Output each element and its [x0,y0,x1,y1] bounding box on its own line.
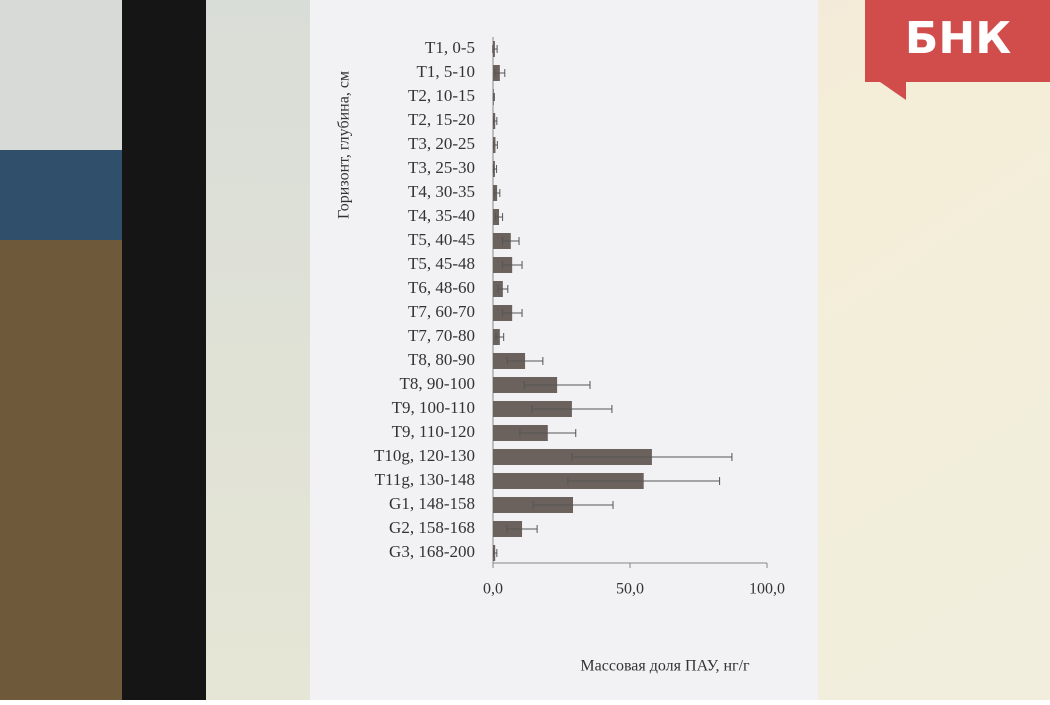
room-window [0,0,125,150]
x-tick-label: 50,0 [616,581,644,598]
y-axis-label: Горизонт, глубина, см [336,71,353,219]
y-tick-label: T8, 90-100 [399,374,475,393]
y-tick-label: T6, 48-60 [408,278,475,297]
bar [493,233,511,249]
monitor-bezel [122,0,206,700]
y-tick-label: T1, 5-10 [416,62,475,81]
room-shelf [0,150,125,240]
y-tick-label: T1, 0-5 [425,38,475,57]
y-tick-label: T9, 110-120 [392,422,475,441]
y-tick-label: T10g, 120-130 [374,446,475,465]
y-tick-label: G3, 168-200 [389,542,475,561]
y-tick-label: T2, 10-15 [408,86,475,105]
logo-badge [865,0,1050,100]
y-tick-label: G2, 158-168 [389,518,475,537]
y-tick-label: T9, 100-110 [392,398,475,417]
y-tick-label: T7, 70-80 [408,326,475,345]
y-tick-label: G1, 148-158 [389,494,475,513]
y-tick-label: T3, 20-25 [408,134,475,153]
y-tick-label: T5, 45-48 [408,254,475,273]
y-tick-label: T2, 15-20 [408,110,475,129]
x-axis-label: Массовая доля ПАУ, нг/г [580,658,750,675]
screen-left [205,0,315,700]
logo-text: БНК [905,13,1011,64]
x-tick-label: 0,0 [483,581,503,598]
y-tick-label: T5, 40-45 [408,230,475,249]
y-tick-label: T7, 60-70 [408,302,475,321]
y-tick-label: T4, 30-35 [408,182,475,201]
y-tick-label: T3, 25-30 [408,158,475,177]
y-tick-label: T8, 80-90 [408,350,475,369]
chart-panel [310,0,818,700]
y-tick-label: T4, 35-40 [408,206,475,225]
y-tick-label: T11g, 130-148 [375,470,475,489]
x-tick-label: 100,0 [749,581,785,598]
